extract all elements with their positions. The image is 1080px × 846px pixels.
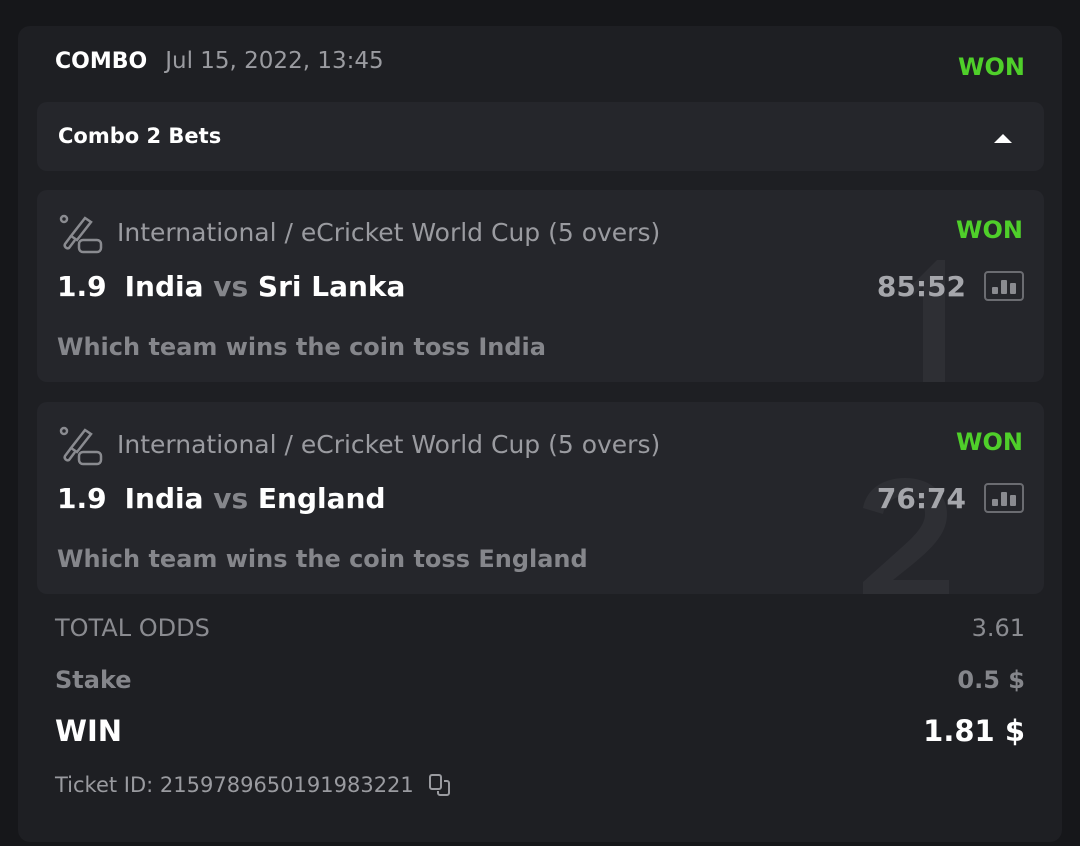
vs-label: vs [213, 482, 249, 515]
total-odds-value: 3.61 [971, 614, 1025, 642]
caret-up-icon[interactable] [994, 134, 1012, 143]
win-value: 1.81 $ [923, 714, 1025, 748]
ticket-id-row: Ticket ID: 2159789650191983221 [55, 773, 452, 797]
bet-item: International / eCricket World Cup (5 ov… [37, 190, 1044, 382]
bet-score: 76:74 [876, 482, 966, 515]
win-row: WIN 1.81 $ [55, 714, 1025, 748]
bet-index-watermark [863, 478, 949, 594]
bet-league: International / eCricket World Cup (5 ov… [117, 218, 661, 247]
bet-odds: 1.9 [57, 482, 107, 515]
bet-match: 1.9 India vs Sri Lanka [57, 270, 405, 303]
bet-status: WON [956, 428, 1023, 456]
bet-match: 1.9 India vs England [57, 482, 386, 515]
ecricket-icon [59, 426, 103, 466]
home-team: India [124, 482, 204, 515]
statistics-icon[interactable] [984, 271, 1024, 301]
bet-league: International / eCricket World Cup (5 ov… [117, 430, 661, 459]
bet-odds: 1.9 [57, 270, 107, 303]
bet-selection: Which team wins the coin toss England [57, 545, 588, 573]
combo-toggle[interactable]: Combo 2 Bets [37, 102, 1044, 171]
away-team: Sri Lanka [257, 270, 406, 303]
combo-label: Combo 2 Bets [58, 124, 222, 148]
home-team: India [124, 270, 204, 303]
win-label: WIN [55, 714, 123, 748]
ticket-header: COMBO Jul 15, 2022, 13:45 [55, 48, 384, 74]
bet-selection: Which team wins the coin toss India [57, 333, 546, 361]
vs-label: vs [213, 270, 249, 303]
copy-icon[interactable] [428, 773, 452, 797]
bet-index-watermark [909, 260, 945, 382]
ticket-type: COMBO [55, 49, 148, 74]
stake-value: 0.5 $ [957, 666, 1025, 694]
bet-ticket-card: COMBO Jul 15, 2022, 13:45 WON Combo 2 Be… [18, 26, 1062, 842]
bet-item: International / eCricket World Cup (5 ov… [37, 402, 1044, 594]
total-odds-label: TOTAL ODDS [55, 614, 210, 642]
ecricket-icon [59, 214, 103, 254]
bet-score: 85:52 [876, 270, 966, 303]
statistics-icon[interactable] [984, 483, 1024, 513]
ticket-status: WON [958, 53, 1025, 81]
stake-label: Stake [55, 666, 132, 694]
total-odds-row: TOTAL ODDS 3.61 [55, 614, 1025, 642]
ticket-datetime: Jul 15, 2022, 13:45 [165, 48, 384, 74]
away-team: England [257, 482, 386, 515]
bet-status: WON [956, 216, 1023, 244]
stake-row: Stake 0.5 $ [55, 666, 1025, 694]
ticket-id: Ticket ID: 2159789650191983221 [55, 773, 414, 797]
